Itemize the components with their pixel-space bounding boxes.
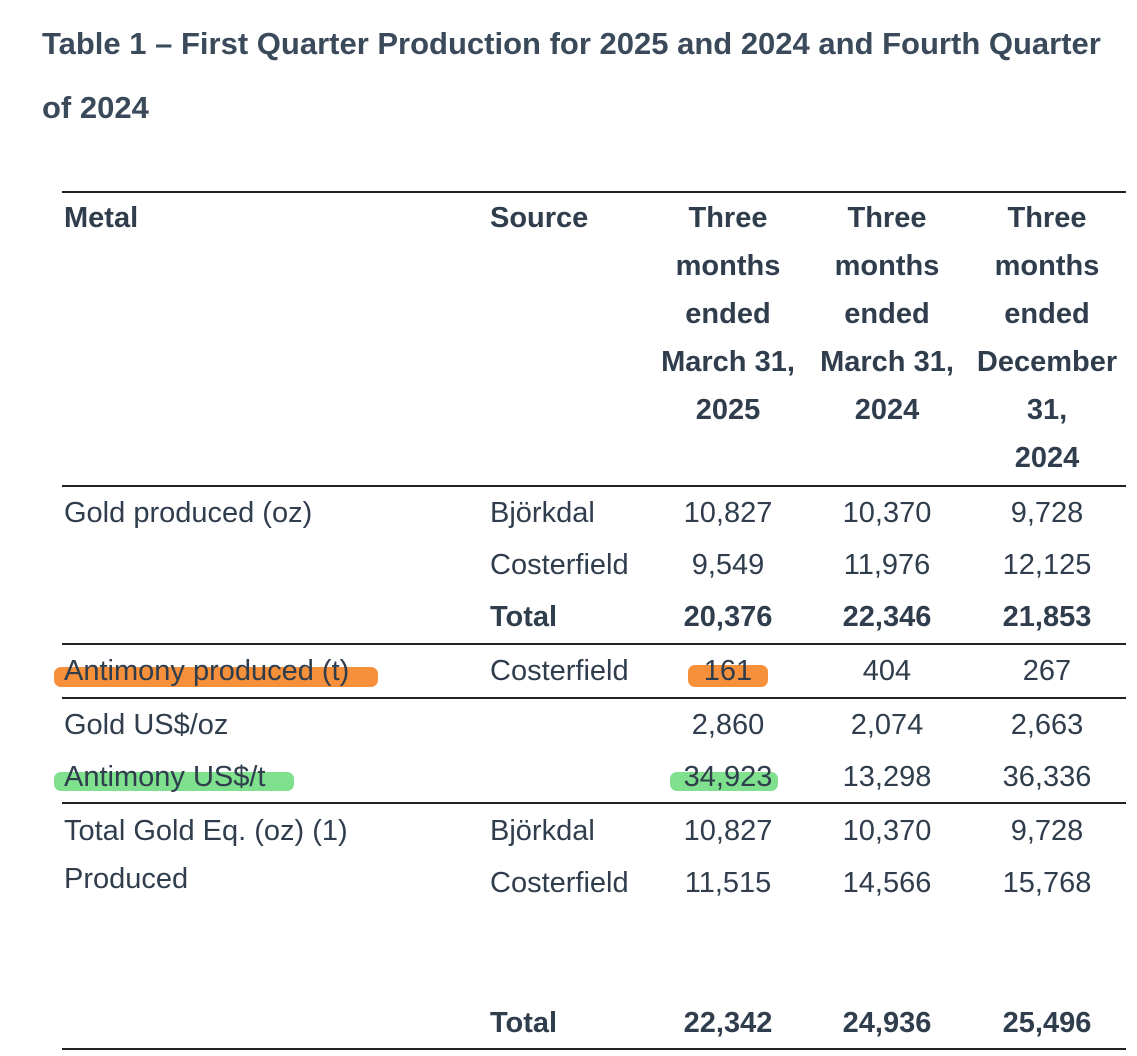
gold-price-q1-2024: 2,074 — [850, 709, 924, 741]
gold-produced-bjorkdal-q4-2024: 9,728 — [1010, 497, 1084, 529]
gold-price-q4-2024: 2,663 — [1010, 709, 1084, 741]
row-label-antimony-price: Antimony US$/t — [64, 761, 266, 793]
row-label-antimony-produced: Antimony produced (t) — [64, 655, 350, 687]
gold-eq-source-costerfield: Costerfield — [490, 867, 629, 899]
header-q4-2024-line3: ended — [1004, 298, 1090, 330]
gold-produced-total-q1-2025: 20,376 — [683, 601, 773, 633]
row-label-gold-price: Gold US$/oz — [64, 709, 229, 741]
header-source: Source — [490, 202, 589, 234]
gold-eq-costerfield-q4-2024: 15,768 — [1002, 867, 1092, 899]
rule-after-antimony — [62, 697, 1126, 699]
header-q1-2025-line2: months — [675, 250, 781, 282]
header-q1-2025-line1: Three — [688, 202, 768, 234]
header-q4-2024-line1: Three — [1007, 202, 1087, 234]
gold-produced-total-label: Total — [490, 601, 558, 633]
header-q4-2024-line4: December — [976, 346, 1118, 378]
gold-produced-source-bjorkdal: Björkdal — [490, 497, 595, 529]
gold-eq-bjorkdal-q1-2024: 10,370 — [842, 815, 932, 847]
highlight-antimony-produced-label — [54, 667, 378, 687]
highlight-antimony-price-label — [54, 772, 294, 791]
table-bottom-rule — [62, 1048, 1126, 1050]
header-metal: Metal — [64, 202, 139, 234]
header-q1-2025-line3: ended — [685, 298, 771, 330]
gold-produced-costerfield-q1-2025: 9,549 — [691, 549, 765, 581]
gold-eq-bjorkdal-q1-2025: 10,827 — [683, 815, 773, 847]
gold-eq-total-q4-2024: 25,496 — [1002, 1007, 1092, 1039]
rule-after-gold — [62, 643, 1126, 645]
header-q1-2024-line3: ended — [844, 298, 930, 330]
gold-eq-costerfield-q1-2025: 11,515 — [684, 867, 772, 899]
gold-eq-total-q1-2024: 24,936 — [842, 1007, 932, 1039]
header-q1-2024-line1: Three — [847, 202, 927, 234]
gold-price-q1-2025: 2,860 — [691, 709, 765, 741]
gold-produced-bjorkdal-q1-2024: 10,370 — [842, 497, 932, 529]
highlight-antimony-price-value — [670, 772, 778, 791]
gold-produced-costerfield-q1-2024: 11,976 — [843, 549, 931, 581]
gold-eq-costerfield-q1-2024: 14,566 — [842, 867, 932, 899]
gold-produced-total-q4-2024: 21,853 — [1002, 601, 1092, 633]
header-q4-2024-line2: months — [994, 250, 1100, 282]
header-rule — [62, 485, 1126, 487]
header-q4-2024-line6: 2024 — [1014, 442, 1080, 474]
row-label-gold-produced: Gold produced (oz) — [64, 497, 313, 529]
antimony-produced-q1-2024: 404 — [862, 655, 912, 687]
gold-eq-total-q1-2025: 22,342 — [683, 1007, 773, 1039]
table-title: Table 1 – First Quarter Production for 2… — [42, 26, 1101, 125]
header-q1-2024-line2: months — [834, 250, 940, 282]
gold-eq-bjorkdal-q4-2024: 9,728 — [1010, 815, 1084, 847]
gold-produced-total-q1-2024: 22,346 — [842, 601, 932, 633]
row-label-gold-eq-line2: Produced — [64, 863, 189, 895]
header-q4-2024-line5: 31, — [1026, 394, 1068, 426]
antimony-price-q1-2024: 13,298 — [842, 761, 932, 793]
row-label-gold-eq-line1: Total Gold Eq. (oz) (1) — [64, 815, 348, 847]
header-q1-2025-line4: March 31, — [661, 346, 795, 378]
highlight-antimony-produced-value — [688, 665, 768, 687]
gold-eq-source-bjorkdal: Björkdal — [490, 815, 595, 847]
antimony-produced-source: Costerfield — [490, 655, 629, 687]
gold-produced-bjorkdal-q1-2025: 10,827 — [683, 497, 773, 529]
antimony-price-q4-2024: 36,336 — [1002, 761, 1092, 793]
header-q1-2025-line5: 2025 — [695, 394, 761, 426]
antimony-produced-q4-2024: 267 — [1022, 655, 1072, 687]
antimony-price-q1-2025: 34,923 — [683, 761, 773, 793]
gold-produced-source-costerfield: Costerfield — [490, 549, 629, 581]
header-q1-2024-line5: 2024 — [854, 394, 920, 426]
table-top-rule — [62, 191, 1126, 193]
gold-eq-total-label: Total — [490, 1007, 558, 1039]
antimony-produced-q1-2025: 161 — [703, 655, 753, 687]
header-q1-2024-line4: March 31, — [820, 346, 954, 378]
rule-after-prices — [62, 802, 1126, 804]
gold-produced-costerfield-q4-2024: 12,125 — [1002, 549, 1092, 581]
